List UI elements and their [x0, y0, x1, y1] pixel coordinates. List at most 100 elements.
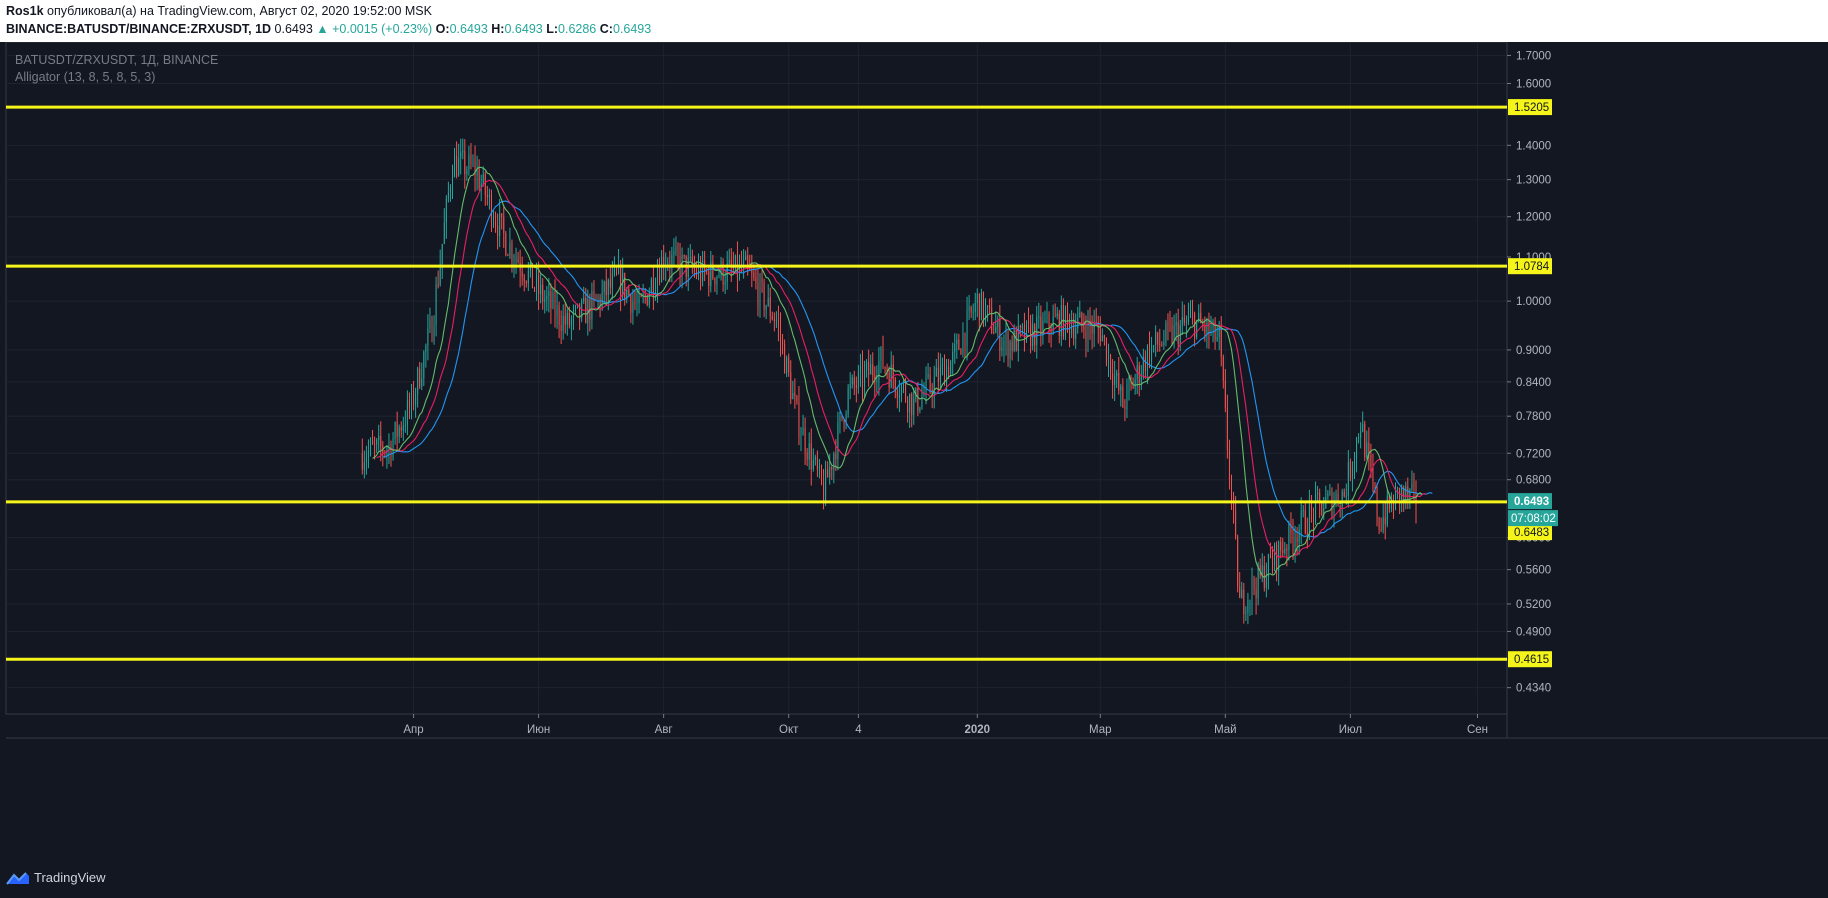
candle-body-up	[376, 439, 378, 445]
candle-body-down	[1368, 442, 1370, 455]
candle-body-down	[634, 301, 636, 304]
candle-body-down	[751, 270, 753, 274]
candle-body-down	[1237, 536, 1239, 587]
candle-body-up	[1044, 320, 1046, 322]
candle-body-up	[1196, 320, 1198, 338]
candle-body-up	[1329, 491, 1331, 494]
price-chart[interactable]: 0.43400.49000.52000.56000.60000.68000.72…	[0, 42, 1828, 865]
candle-body-down	[1304, 510, 1306, 534]
candle-body-up	[411, 390, 412, 408]
candle-body-down	[693, 267, 695, 270]
tradingview-logo-icon	[6, 871, 29, 885]
candle-body-up	[909, 393, 911, 413]
candle-body-down	[843, 419, 845, 424]
candle-body-down	[884, 367, 886, 369]
candle-body-up	[513, 261, 515, 263]
candle-body-down	[874, 375, 876, 382]
candle-body-up	[950, 361, 952, 377]
x-tick-label: Мар	[1089, 724, 1112, 736]
candle-body-down	[390, 445, 392, 458]
candle-body-down	[599, 297, 601, 308]
candle-body-down	[595, 295, 597, 300]
candle-body-up	[449, 187, 451, 193]
candle-body-down	[495, 222, 497, 226]
candle-body-up	[939, 366, 941, 382]
y-tick-label: 1.0000	[1516, 296, 1551, 308]
candle-body-down	[534, 288, 535, 290]
candle-body-up	[1163, 342, 1165, 346]
symbol-name: BINANCE:BATUSDT/BINANCE:ZRXUSDT	[6, 22, 249, 36]
candle-body-up	[367, 450, 369, 458]
candle-body-up	[661, 256, 663, 283]
candle-body-down	[663, 256, 665, 268]
brand-name[interactable]: TradingView	[34, 870, 106, 885]
candle-body-up	[1302, 510, 1304, 512]
candle-body-up	[972, 311, 974, 313]
candle-body-down	[823, 482, 825, 504]
y-tick-label: 1.2000	[1516, 212, 1551, 224]
candle-body-up	[587, 299, 589, 324]
candle-body-down	[490, 194, 492, 224]
candle-body-down	[1202, 323, 1204, 326]
candle-body-up	[454, 155, 456, 177]
candle-body-up	[632, 301, 634, 313]
candle-body-up	[702, 260, 704, 282]
candle-body-up	[443, 222, 445, 244]
candle-body-up	[417, 368, 419, 395]
candle-body-up	[1395, 489, 1396, 510]
interval-label: 1D	[255, 22, 272, 36]
candle-body-up	[488, 194, 490, 198]
indicator-label[interactable]: Alligator (13, 8, 5, 8, 5, 3)	[15, 70, 156, 84]
x-tick-label: Май	[1214, 724, 1237, 736]
candle-body-down	[894, 378, 896, 392]
author-name[interactable]: Ros1k	[6, 4, 44, 18]
candle-body-down	[517, 258, 519, 263]
candle-body-up	[572, 309, 574, 319]
candle-body-up	[527, 270, 529, 284]
candle-body-down	[964, 333, 966, 348]
candle-body-down	[1069, 317, 1071, 334]
candle-body-down	[1177, 322, 1179, 345]
candle-body-up	[1087, 318, 1089, 343]
candle-body-up	[597, 297, 599, 300]
candle-body-up	[1360, 431, 1362, 438]
candle-body-down	[1339, 505, 1341, 509]
level-price-badge	[1508, 651, 1552, 668]
candle-body-up	[1153, 344, 1155, 346]
candle-body-up	[1405, 486, 1407, 498]
candle-body-up	[1075, 328, 1077, 339]
candle-body-up	[1052, 316, 1054, 334]
candle-body-down	[554, 293, 556, 316]
candle-body-up	[423, 352, 425, 379]
candle-body-up	[1151, 345, 1153, 362]
candle-body-down	[1364, 423, 1366, 458]
candle-body-down	[1228, 450, 1230, 480]
candle-body-up	[849, 384, 851, 389]
candle-body-down	[419, 368, 421, 387]
candle-body-down	[816, 457, 818, 470]
candle-body-up	[818, 466, 820, 470]
candle-body-down	[507, 254, 509, 256]
candle-body-up	[980, 292, 982, 321]
candle-body-up	[866, 362, 868, 370]
candle-body-up	[710, 261, 712, 287]
candle-body-down	[1200, 312, 1202, 324]
candle-body-down	[437, 284, 439, 286]
candle-body-down	[1130, 382, 1132, 384]
alligator-jaw-line	[382, 200, 1433, 538]
candle-body-down	[730, 259, 732, 268]
candle-body-up	[864, 369, 866, 388]
candle-body-up	[370, 441, 371, 451]
candle-body-down	[1231, 479, 1232, 496]
price-change: ▲ +0.0015 (+0.23%)	[316, 22, 433, 36]
candle-body-down	[505, 233, 507, 255]
level-price-badge	[1508, 258, 1552, 275]
candle-body-down	[1204, 325, 1206, 334]
candle-body-down	[1220, 327, 1222, 357]
candle-body-down	[1380, 529, 1382, 531]
candle-body-up	[1146, 345, 1148, 371]
candle-body-up	[1021, 325, 1023, 328]
candle-body-up	[1185, 321, 1187, 323]
candle-body-up	[552, 293, 554, 309]
high-label: H:	[491, 22, 505, 36]
